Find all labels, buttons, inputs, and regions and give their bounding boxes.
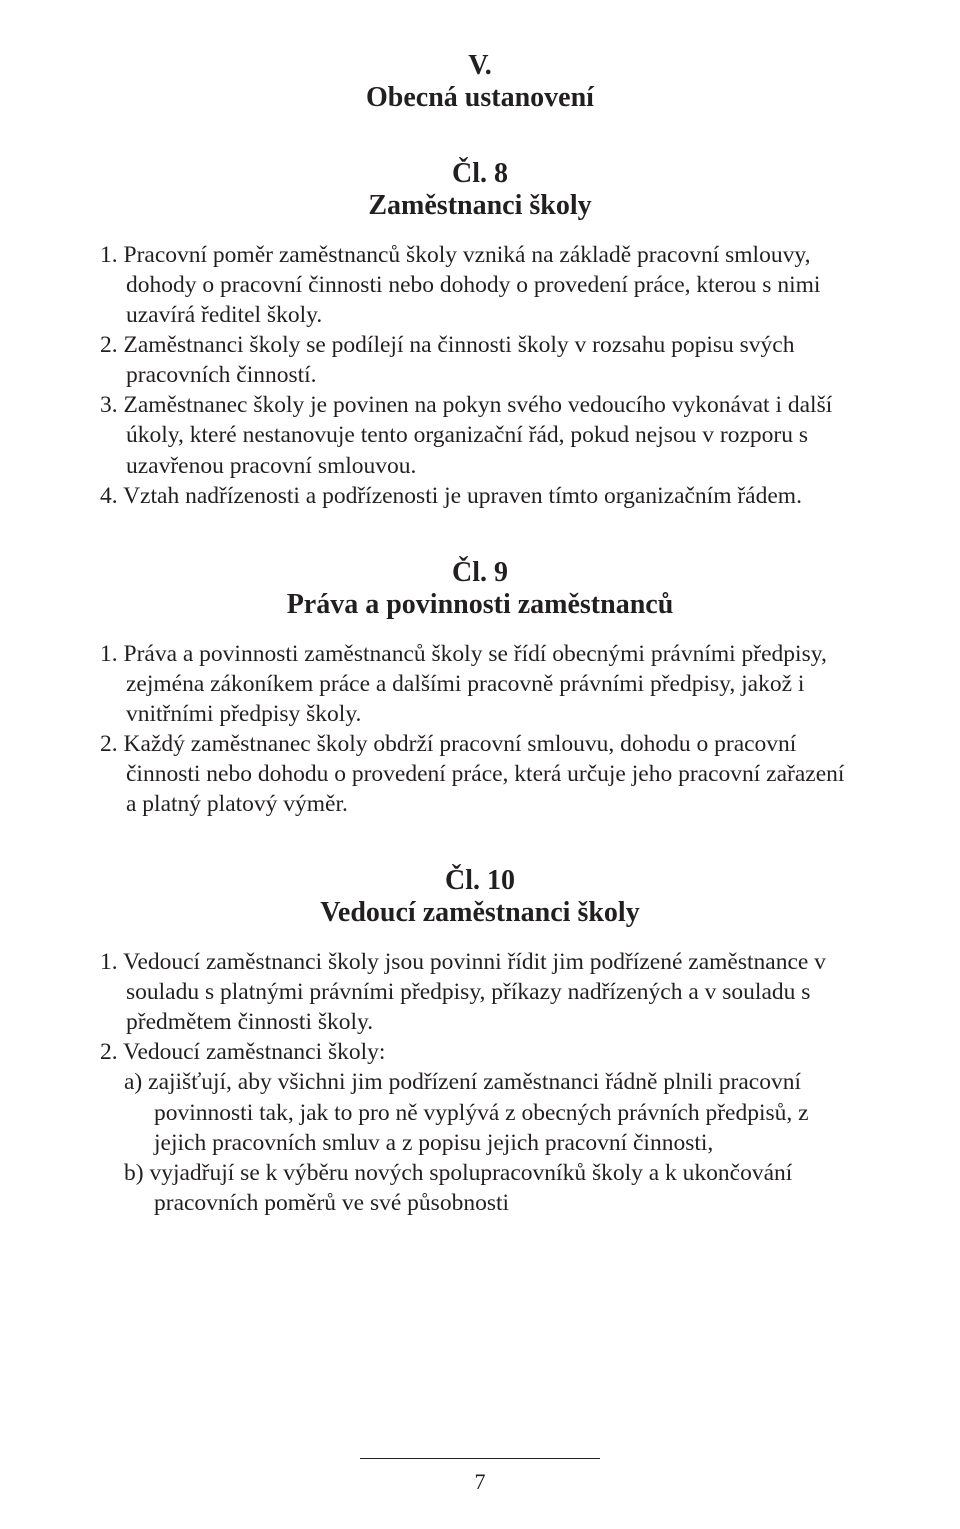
sub-list-item: a) zajišťují, aby všichni jim podřízení … [100,1067,860,1157]
article-block: Čl. 10 Vedoucí zaměstnanci školy 1. Vedo… [100,865,860,1218]
item-number: 1. [100,641,118,667]
article-title: Zaměstnanci školy [100,190,860,222]
article-number: Čl. 8 [100,158,860,190]
subitem-letter: b) [124,1160,144,1186]
page-footer: 7 [0,1458,960,1495]
list-item: 4. Vztah nadřízenosti a podřízenosti je … [100,481,860,511]
item-text: Vedoucí zaměstnanci školy: [123,1039,385,1065]
page-number: 7 [0,1469,960,1495]
item-text: Vztah nadřízenosti a podřízenosti je upr… [123,483,802,509]
item-number: 2. [100,1039,118,1065]
article-block: Čl. 9 Práva a povinnosti zaměstnanců 1. … [100,557,860,819]
item-number: 2. [100,731,118,757]
subitem-text: zajišťují, aby všichni jim podřízení zam… [148,1069,808,1155]
article-title: Práva a povinnosti zaměstnanců [100,589,860,621]
list-item: 1. Práva a povinnosti zaměstnanců školy … [100,639,860,729]
item-text: Pracovní poměr zaměstnanců školy vzniká … [124,242,821,328]
footer-rule [360,1458,600,1459]
subitem-text: vyjadřují se k výběru nových spolupracov… [149,1160,792,1216]
item-text: Zaměstnanec školy je povinen na pokyn sv… [124,392,833,478]
article-number: Čl. 10 [100,865,860,897]
item-number: 1. [100,949,118,975]
subitem-letter: a) [124,1069,142,1095]
list-item: 2. Vedoucí zaměstnanci školy: [100,1037,860,1067]
item-text: Každý zaměstnanec školy obdrží pracovní … [124,731,845,817]
item-text: Vedoucí zaměstnanci školy jsou povinni ř… [123,949,826,1035]
list-item: 1. Vedoucí zaměstnanci školy jsou povinn… [100,947,860,1037]
item-number: 4. [100,483,118,509]
item-text: Práva a povinnosti zaměstnanců školy se … [124,641,827,727]
article-title: Vedoucí zaměstnanci školy [100,897,860,929]
sub-list-item: b) vyjadřují se k výběru nových spolupra… [100,1158,860,1218]
article-block: Čl. 8 Zaměstnanci školy 1. Pracovní pomě… [100,158,860,511]
item-number: 3. [100,392,118,418]
article-number: Čl. 9 [100,557,860,589]
list-item: 3. Zaměstnanec školy je povinen na pokyn… [100,390,860,480]
item-text: Zaměstnanci školy se podílejí na činnost… [124,332,795,388]
list-item: 1. Pracovní poměr zaměstnanců školy vzni… [100,240,860,330]
section-number: V. [100,50,860,82]
list-item: 2. Každý zaměstnanec školy obdrží pracov… [100,729,860,819]
item-number: 1. [100,242,118,268]
section-title: Obecná ustanovení [100,82,860,114]
item-number: 2. [100,332,118,358]
document-page: V. Obecná ustanovení Čl. 8 Zaměstnanci š… [0,0,960,1529]
list-item: 2. Zaměstnanci školy se podílejí na činn… [100,330,860,390]
